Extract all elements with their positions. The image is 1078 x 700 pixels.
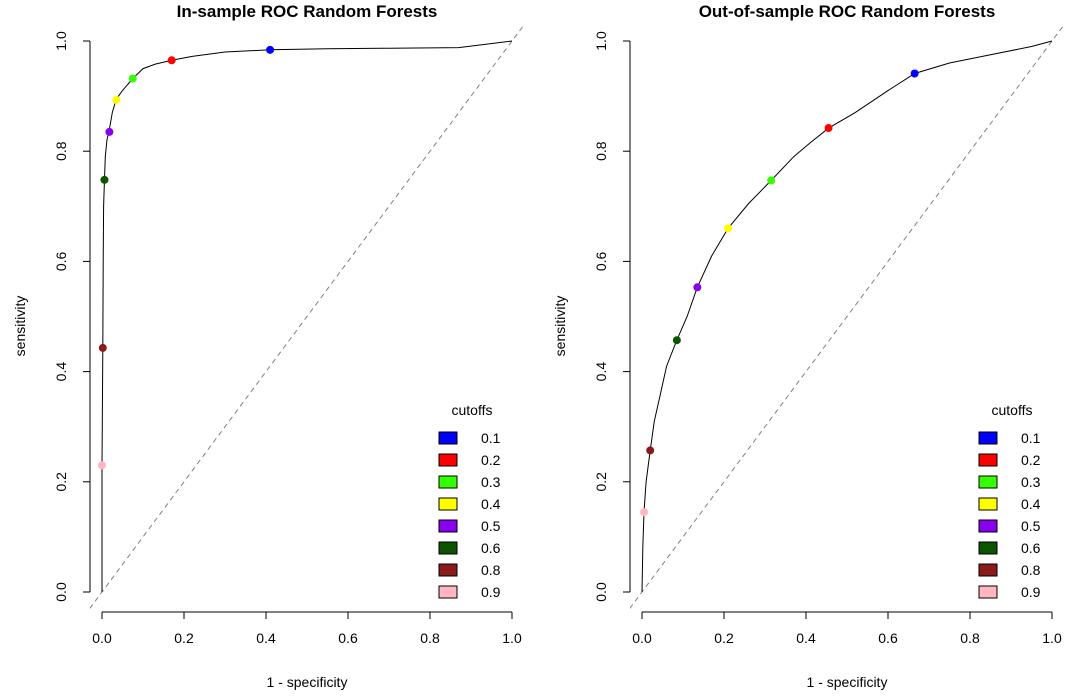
- legend-label: 0.2: [481, 452, 501, 468]
- legend-swatch: [978, 519, 998, 533]
- x-tick-label: 0.6: [338, 630, 358, 646]
- y-tick-label: 0.0: [593, 582, 609, 602]
- legend-swatch: [978, 585, 998, 599]
- x-tick-label: 0.4: [256, 630, 276, 646]
- cutoff-point-0-2: [824, 124, 833, 133]
- chart-title: In-sample ROC Random Forests: [177, 2, 438, 21]
- legend-label: 0.8: [1021, 562, 1041, 578]
- legend-swatch: [438, 519, 458, 533]
- legend-swatch: [978, 431, 998, 445]
- legend-swatch: [438, 585, 458, 599]
- y-tick-label: 0.4: [593, 362, 609, 382]
- y-axis-label: sensitivity: [12, 296, 28, 357]
- cutoff-point-0-5: [693, 283, 702, 292]
- legend-title: cutoffs: [452, 402, 493, 418]
- cutoff-point-0-6: [672, 336, 681, 345]
- x-tick-label: 0.0: [92, 630, 112, 646]
- legend-swatch: [978, 453, 998, 467]
- cutoff-point-0-1: [910, 69, 919, 78]
- y-tick-label: 0.8: [593, 141, 609, 161]
- legend-swatch: [438, 431, 458, 445]
- y-tick-label: 0.6: [53, 251, 69, 271]
- cutoff-point-0-2: [167, 56, 176, 65]
- legend: cutoffs 0.1 0.2 0.3 0.4 0.5 0.6 0.8 0.9: [978, 402, 1041, 600]
- cutoff-point-0-3: [128, 74, 137, 83]
- legend-label: 0.6: [481, 540, 501, 556]
- cutoff-point-0-9: [98, 461, 106, 470]
- cutoff-point-0-1: [266, 45, 275, 54]
- x-tick-label: 0.0: [632, 630, 652, 646]
- legend-label: 0.4: [1021, 496, 1041, 512]
- legend-swatch: [438, 475, 458, 489]
- legend-swatch: [438, 541, 458, 555]
- legend-swatch: [978, 563, 998, 577]
- x-tick-label: 0.8: [420, 630, 440, 646]
- y-tick-label: 0.2: [593, 472, 609, 492]
- diagonal-reference-line: [90, 24, 524, 609]
- legend-label: 0.9: [481, 584, 501, 600]
- cutoff-point-0-9: [640, 508, 649, 517]
- legend-label: 0.4: [481, 496, 501, 512]
- y-tick-label: 0.2: [53, 472, 69, 492]
- x-tick-label: 1.0: [502, 630, 522, 646]
- y-axis-label: sensitivity: [552, 296, 568, 357]
- x-axis-label: 1 - specificity: [807, 674, 888, 690]
- legend-swatch: [438, 453, 458, 467]
- legend-label: 0.3: [481, 474, 501, 490]
- legend: cutoffs 0.1 0.2 0.3 0.4 0.5 0.6 0.8 0.9: [438, 402, 501, 600]
- x-tick-label: 1.0: [1042, 630, 1062, 646]
- panel-out-of-sample: Out-of-sample ROC Random Forests 0.0 0.2 0…: [552, 2, 1064, 690]
- legend-label: 0.9: [1021, 584, 1041, 600]
- x-tick-label: 0.6: [878, 630, 898, 646]
- legend-swatch: [978, 541, 998, 555]
- legend-swatch: [978, 497, 998, 511]
- legend-label: 0.8: [481, 562, 501, 578]
- chart-title: Out-of-sample ROC Random Forests: [699, 2, 996, 21]
- cutoff-point-0-8: [646, 446, 655, 455]
- legend-label: 0.5: [481, 518, 501, 534]
- y-tick-label: 0.4: [53, 362, 69, 382]
- roc-curve: [101, 40, 513, 592]
- cutoff-point-0-5: [105, 127, 114, 136]
- legend-label: 0.5: [1021, 518, 1041, 534]
- legend-swatch: [438, 497, 458, 511]
- y-tick-label: 0.0: [53, 582, 69, 602]
- y-tick-label: 1.0: [53, 31, 69, 51]
- x-tick-label: 0.4: [796, 630, 816, 646]
- y-tick-label: 0.8: [53, 141, 69, 161]
- cutoff-point-0-3: [767, 176, 776, 185]
- legend-swatch: [438, 563, 458, 577]
- legend-label: 0.2: [1021, 452, 1041, 468]
- x-axis-label: 1 - specificity: [267, 674, 348, 690]
- x-tick-label: 0.2: [714, 630, 734, 646]
- x-tick-label: 0.2: [174, 630, 194, 646]
- cutoff-point-0-4: [724, 224, 733, 233]
- legend-label: 0.3: [1021, 474, 1041, 490]
- y-tick-label: 0.6: [593, 251, 609, 271]
- y-tick-label: 1.0: [593, 31, 609, 51]
- legend-label: 0.1: [481, 430, 501, 446]
- legend-label: 0.1: [1021, 430, 1041, 446]
- cutoff-point-0-6: [100, 175, 109, 184]
- diagonal-reference-line: [630, 24, 1064, 609]
- panel-in-sample: In-sample ROC Random Forests 0.0 0.2 0.4 0.…: [12, 2, 524, 690]
- x-tick-label: 0.8: [960, 630, 980, 646]
- legend-title: cutoffs: [992, 402, 1033, 418]
- legend-swatch: [978, 475, 998, 489]
- cutoff-point-0-4: [112, 95, 121, 104]
- legend-label: 0.6: [1021, 540, 1041, 556]
- cutoff-point-0-8: [98, 343, 107, 352]
